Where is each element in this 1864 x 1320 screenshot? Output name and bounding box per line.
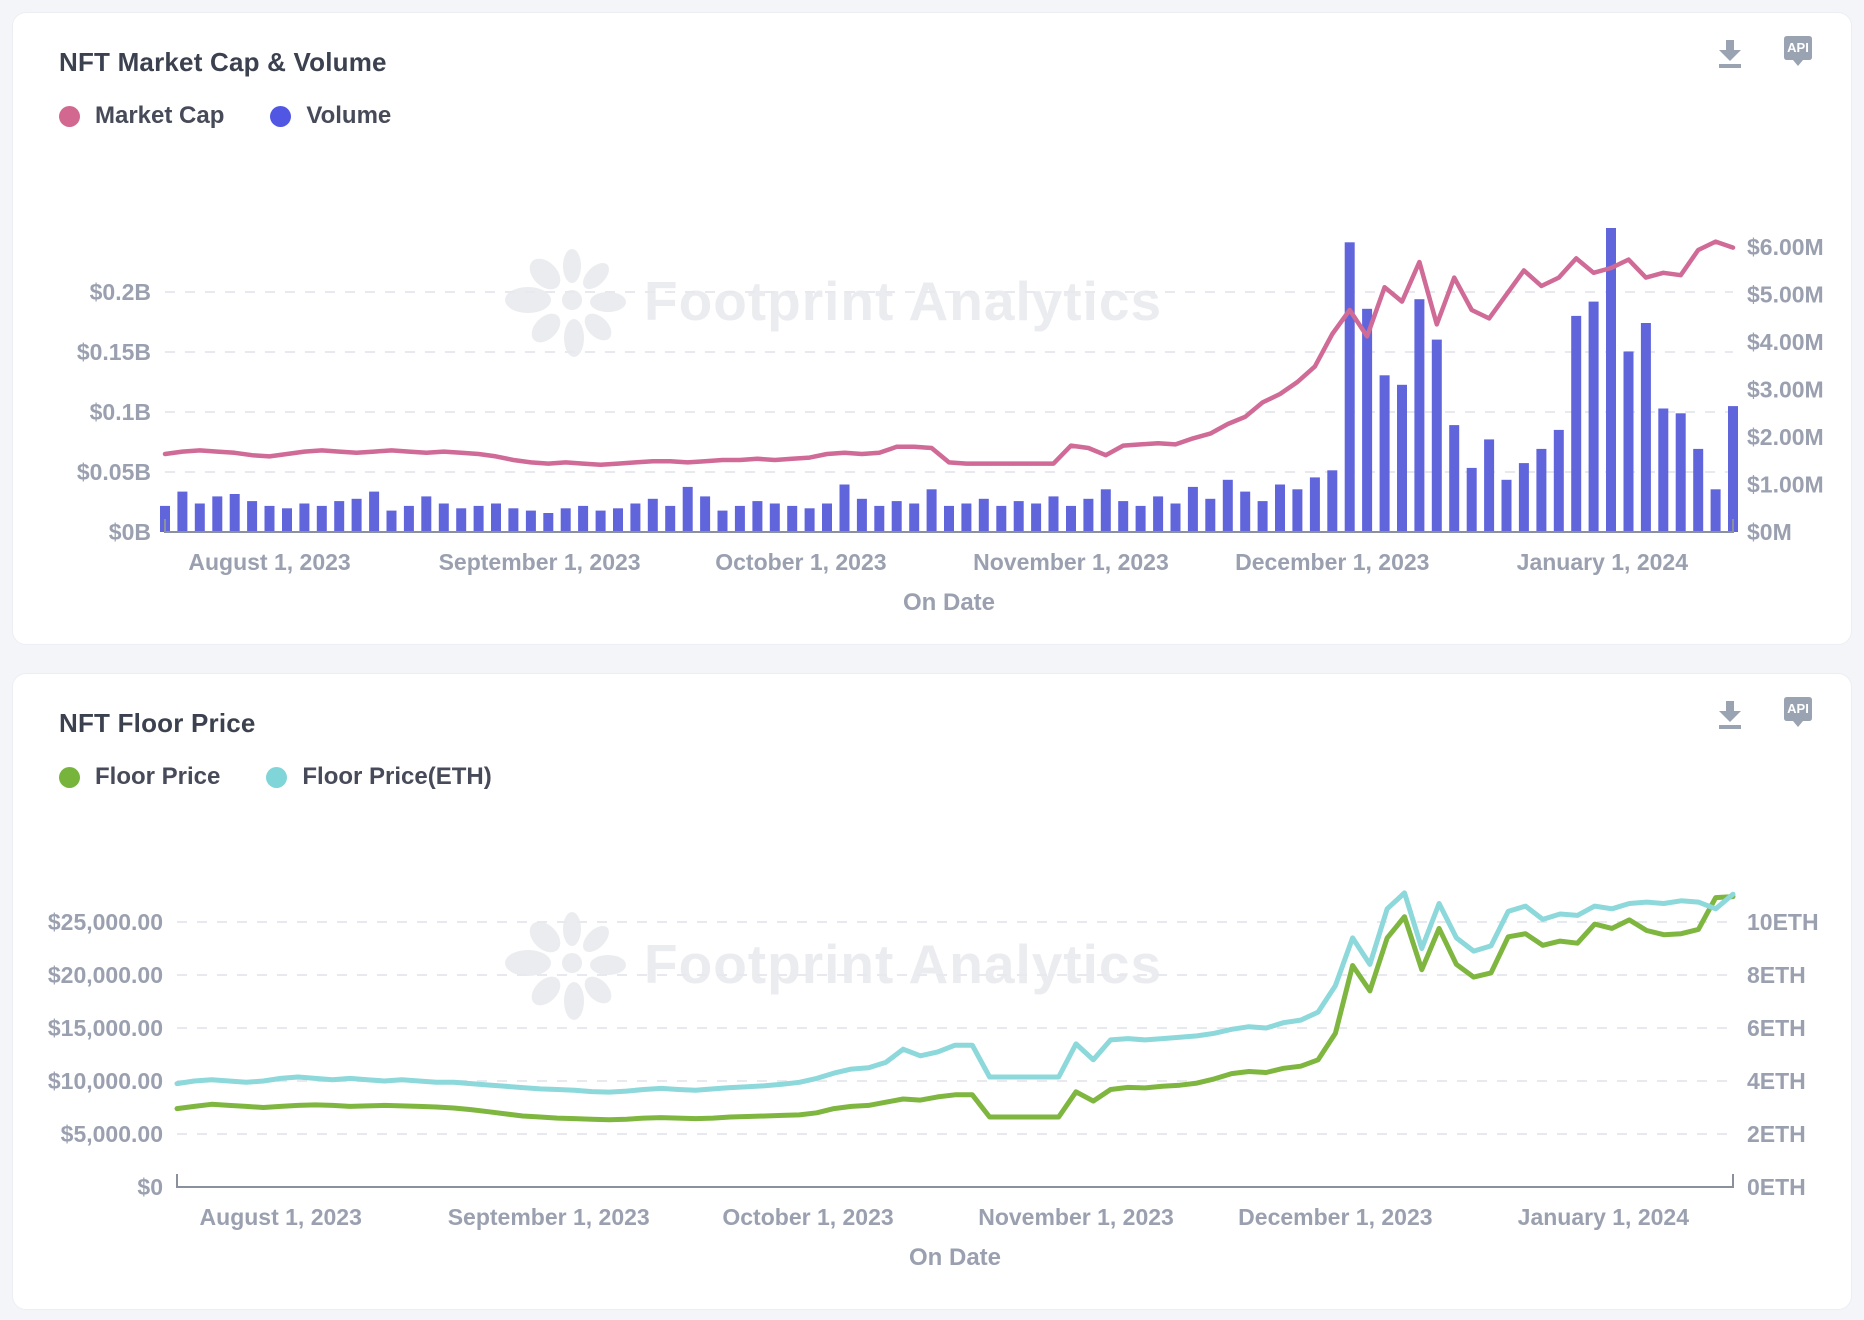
market-cap-dot-icon — [59, 105, 80, 127]
volume-dot-icon — [270, 105, 292, 127]
market-cap-line[interactable] — [162, 239, 1736, 468]
floor-price-line[interactable] — [174, 894, 1736, 1123]
left-axis-tick: $0.15B — [77, 339, 151, 365]
right-axis-tick: $5.00M — [1747, 282, 1824, 308]
left-axis-tick: $0.1B — [90, 399, 151, 425]
footprint-watermark: Footprint Analytics — [505, 912, 1162, 1020]
x-axis-month-label: August 1, 2023 — [200, 1204, 362, 1230]
right-axis-tick: 8ETH — [1747, 962, 1806, 988]
x-axis-month-label: November 1, 2023 — [973, 549, 1169, 575]
left-axis-tick: $0.05B — [77, 459, 151, 485]
legend-item-floor-price-eth[interactable]: Floor Price(ETH) — [266, 763, 492, 791]
right-axis-tick: $0M — [1747, 519, 1792, 545]
x-axis-line — [164, 519, 1734, 533]
watermark-text: Footprint Analytics — [644, 933, 1162, 995]
left-axis-tick: $10,000.00 — [48, 1068, 163, 1094]
x-axis-month-label: January 1, 2024 — [1517, 549, 1689, 575]
svg-text:API: API — [1787, 701, 1809, 716]
right-axis-tick: 2ETH — [1747, 1121, 1806, 1147]
floor-price-dot-icon — [59, 766, 80, 788]
floor-price-eth--line[interactable] — [174, 890, 1736, 1095]
x-axis-month-label: November 1, 2023 — [978, 1204, 1174, 1230]
right-axis-tick: $3.00M — [1747, 377, 1824, 403]
left-axis-tick: $20,000.00 — [48, 962, 163, 988]
x-axis-month-label: December 1, 2023 — [1235, 549, 1429, 575]
right-axis-tick: $1.00M — [1747, 472, 1824, 498]
right-axis-tick: 4ETH — [1747, 1068, 1806, 1094]
floor-price-card: NFT Floor Price Floor Price Floor Price(… — [12, 673, 1852, 1310]
market-cap-volume-chart[interactable]: Footprint Analytics $0B $0.05B $0.1B $0.15B $… — [13, 140, 1851, 623]
api-icon[interactable]: API — [1777, 31, 1819, 73]
footprint-watermark: Footprint Analytics — [505, 249, 1162, 357]
x-axis-month-label: October 1, 2023 — [715, 549, 886, 575]
legend-label: Volume — [306, 102, 392, 129]
legend-label: Market Cap — [95, 102, 225, 129]
card-header: NFT Market Cap & Volume Market Cap Volum… — [13, 13, 1851, 130]
right-axis-tick: $6.00M — [1747, 234, 1824, 260]
x-axis-month-label: December 1, 2023 — [1238, 1204, 1432, 1230]
left-axis-tick: $5,000.00 — [61, 1121, 163, 1147]
left-axis-tick: $0.2B — [90, 279, 151, 305]
left-axis-tick: $0 — [137, 1174, 163, 1200]
x-axis-month-label: August 1, 2023 — [188, 549, 350, 575]
x-axis-month-label: September 1, 2023 — [439, 549, 641, 575]
api-icon[interactable]: API — [1777, 692, 1819, 734]
watermark-text: Footprint Analytics — [644, 270, 1162, 332]
x-axis-title: On Date — [909, 1244, 1001, 1271]
left-axis-tick: $25,000.00 — [48, 909, 163, 935]
download-icon[interactable] — [1709, 692, 1751, 734]
download-icon[interactable] — [1709, 31, 1751, 73]
card-header: NFT Floor Price Floor Price Floor Price(… — [13, 674, 1851, 791]
legend-item-market-cap[interactable]: Market Cap — [59, 102, 224, 130]
market-cap-volume-card: NFT Market Cap & Volume Market Cap Volum… — [12, 12, 1852, 645]
x-axis-month-label: October 1, 2023 — [722, 1204, 893, 1230]
page-title: NFT Floor Price — [59, 708, 256, 738]
right-axis-tick: 6ETH — [1747, 1015, 1806, 1041]
right-axis-tick: 10ETH — [1747, 909, 1819, 935]
floor-price-chart[interactable]: Footprint Analytics $0 $5,000.00 $10,000.00… — [13, 801, 1851, 1278]
x-axis-line — [176, 1174, 1734, 1188]
legend: Floor Price Floor Price(ETH) — [59, 763, 1817, 791]
right-axis-tick: 0ETH — [1747, 1174, 1806, 1200]
left-axis-tick: $0B — [109, 519, 151, 545]
left-axis-tick: $15,000.00 — [48, 1015, 163, 1041]
right-axis-tick: $4.00M — [1747, 329, 1824, 355]
x-axis-title: On Date — [903, 589, 995, 616]
svg-text:API: API — [1787, 40, 1809, 55]
right-axis-tick: $2.00M — [1747, 424, 1824, 450]
x-axis-month-label: January 1, 2024 — [1518, 1204, 1690, 1230]
legend: Market Cap Volume — [59, 102, 1817, 130]
legend-item-floor-price[interactable]: Floor Price — [59, 763, 220, 791]
legend-label: Floor Price — [95, 763, 221, 790]
volume-bars[interactable] — [160, 228, 1738, 533]
page-title: NFT Market Cap & Volume — [59, 47, 387, 77]
x-axis-month-label: September 1, 2023 — [448, 1204, 650, 1230]
legend-item-volume[interactable]: Volume — [270, 102, 391, 130]
floor-price-eth-dot-icon — [266, 766, 288, 788]
legend-label: Floor Price(ETH) — [302, 763, 492, 790]
